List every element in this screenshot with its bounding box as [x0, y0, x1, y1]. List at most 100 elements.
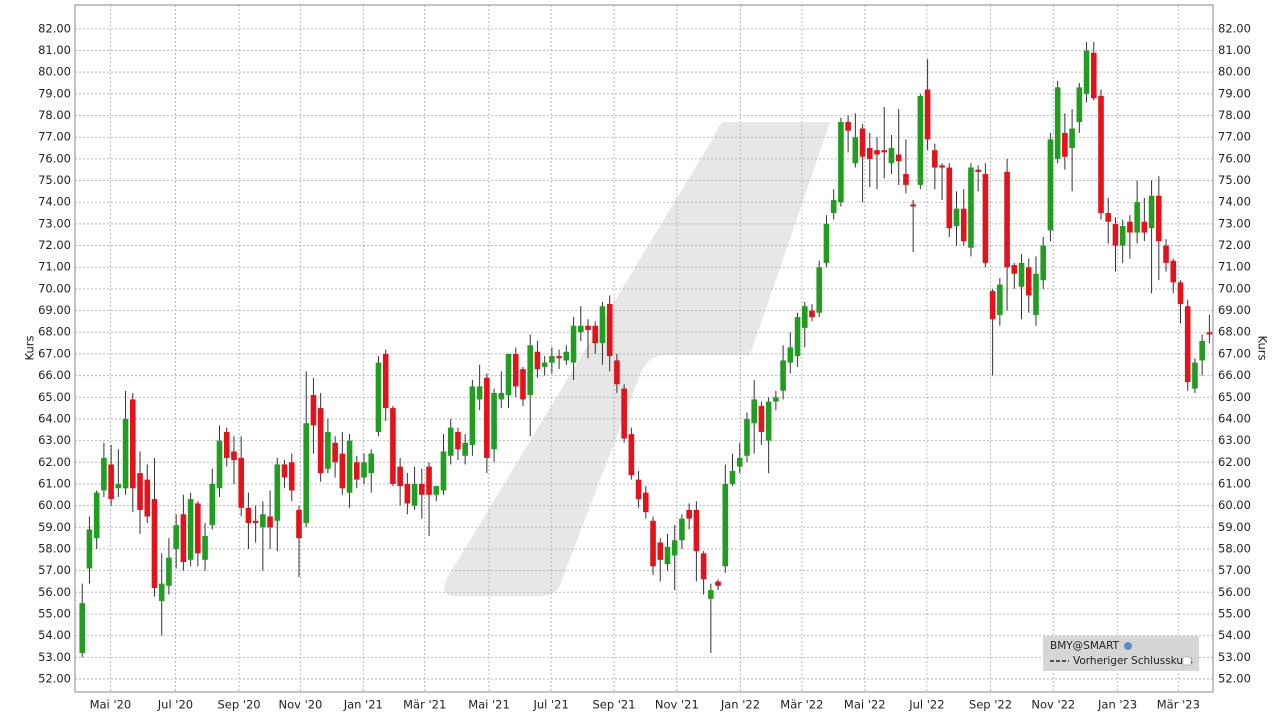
x-tick-label: Jan '21 — [343, 698, 383, 712]
candle-body — [852, 137, 859, 164]
candle-body — [657, 542, 664, 560]
candle-body — [635, 479, 642, 500]
y2-tick-label: 56.00 — [1218, 585, 1251, 599]
candle-body — [108, 464, 114, 500]
candle-body — [1199, 340, 1205, 361]
candle-body — [744, 418, 750, 456]
y-tick-label: 66.00 — [38, 368, 71, 382]
candle-body — [686, 509, 692, 519]
legend-checkbox[interactable] — [1182, 656, 1192, 666]
y2-tick-label: 66.00 — [1218, 368, 1251, 382]
candle-body — [216, 440, 223, 489]
candle-body — [173, 525, 179, 549]
candle-body — [296, 509, 302, 539]
legend-entry: Vorheriger Schlusskurs — [1073, 655, 1193, 667]
x-tick-label: Mai '21 — [468, 698, 510, 712]
y-tick-label: 74.00 — [38, 195, 71, 209]
candle-body — [202, 535, 208, 560]
candle-body — [1076, 87, 1083, 123]
candle-body — [570, 325, 577, 363]
legend-box — [1043, 636, 1199, 671]
legend: BMY@SMART Vorheriger Schlusskurs — [1043, 636, 1199, 671]
candle-body — [830, 200, 837, 214]
candle-body — [903, 174, 909, 185]
y2-tick-label: 55.00 — [1218, 606, 1251, 620]
candle-body — [267, 516, 273, 528]
candle-body — [469, 386, 476, 445]
candle-body — [592, 325, 599, 344]
y2-tick-label: 58.00 — [1218, 541, 1251, 555]
candle-body — [455, 431, 461, 450]
y2-tick-label: 72.00 — [1218, 238, 1251, 252]
candle-body — [765, 401, 772, 441]
y-tick-label: 65.00 — [38, 390, 71, 404]
candle-body — [924, 89, 931, 140]
candle-body — [368, 453, 375, 474]
y-tick-label: 75.00 — [38, 173, 71, 187]
candle-body — [982, 174, 989, 263]
candle-body — [93, 492, 100, 539]
candle-body — [671, 540, 678, 556]
x-tick-label: Jul '22 — [908, 698, 944, 712]
candle-body — [520, 369, 526, 400]
candle-body — [1206, 332, 1213, 335]
candle-body — [476, 386, 483, 400]
candle-body — [989, 291, 996, 320]
candle-body — [1025, 267, 1032, 296]
y-tick-label: 61.00 — [38, 476, 71, 490]
candle-body — [411, 483, 418, 506]
candle-body — [1134, 202, 1140, 233]
candle-body — [1163, 245, 1169, 263]
candle-body — [440, 451, 447, 491]
candle-body — [708, 590, 714, 599]
y-tick-label: 73.00 — [38, 216, 71, 230]
candle-body — [527, 345, 533, 396]
candle-body — [1033, 273, 1039, 315]
candle-body — [346, 440, 353, 493]
y-tick-label: 68.00 — [38, 325, 71, 339]
y2-tick-label: 76.00 — [1218, 151, 1251, 165]
candle-body — [447, 427, 454, 456]
candle-body — [151, 499, 158, 588]
y2-tick-label: 71.00 — [1218, 260, 1251, 274]
candle-body — [332, 442, 338, 463]
y-tick-label: 54.00 — [38, 628, 71, 642]
candle-body — [1156, 195, 1162, 242]
candle-body — [758, 405, 765, 432]
y-tick-label: 64.00 — [38, 411, 71, 425]
candle-body — [968, 167, 974, 248]
candle-body — [780, 360, 786, 391]
candle-body — [426, 466, 432, 495]
x-tick-label: Mai '20 — [90, 698, 132, 712]
candle-body — [917, 96, 924, 185]
candle-body — [79, 603, 86, 653]
candle-body — [1018, 262, 1025, 287]
candle-body — [101, 457, 107, 491]
candle-body — [195, 503, 201, 554]
candle-body — [404, 483, 411, 504]
candle-body — [1083, 50, 1090, 94]
candle-body — [823, 223, 830, 263]
x-tick-label: Mär '21 — [403, 698, 446, 712]
candle-body — [599, 306, 606, 344]
candle-body — [505, 353, 512, 396]
candle-body — [209, 483, 216, 526]
candle-body — [1098, 96, 1104, 214]
y-tick-label: 80.00 — [38, 65, 71, 79]
candle-body — [498, 392, 505, 400]
candle-body — [975, 169, 981, 172]
candle-body — [715, 581, 721, 586]
candle-body — [390, 408, 396, 484]
candle-body — [895, 154, 902, 162]
y2-tick-label: 54.00 — [1218, 628, 1251, 642]
candle-body — [1170, 260, 1177, 283]
candle-body — [317, 408, 324, 474]
candle-body — [722, 483, 729, 567]
x-tick-label: Mär '22 — [780, 698, 823, 712]
y2-tick-label: 57.00 — [1218, 563, 1251, 577]
candle-body — [650, 520, 656, 567]
y2-tick-label: 74.00 — [1218, 195, 1251, 209]
candle-body — [549, 356, 555, 363]
candle-body — [325, 431, 331, 469]
candle-body — [751, 399, 757, 424]
